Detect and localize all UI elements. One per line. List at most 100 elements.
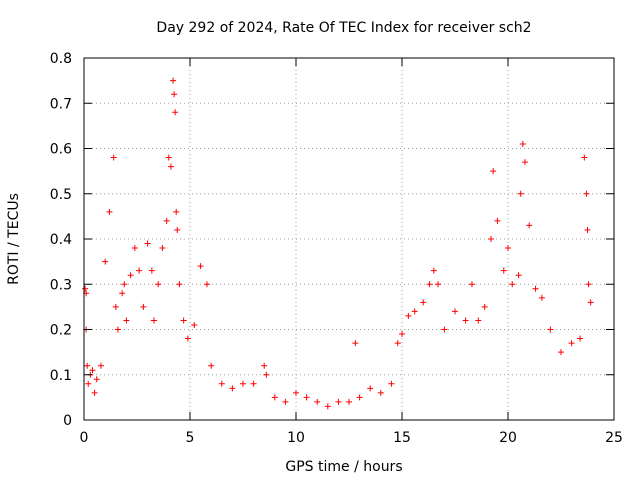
data-point <box>430 267 437 274</box>
y-axis-label: ROTI / TECUs <box>6 193 22 285</box>
data-point <box>261 362 268 369</box>
data-point <box>356 394 363 401</box>
data-point <box>208 362 215 369</box>
data-point <box>171 91 178 98</box>
data-point <box>144 240 151 247</box>
data-point <box>131 245 138 252</box>
data-point <box>106 208 113 215</box>
x-axis-label: GPS time / hours <box>285 459 402 475</box>
data-point <box>82 285 89 292</box>
data-point <box>509 281 516 288</box>
x-tick-label: 10 <box>287 430 305 446</box>
x-tick-label: 20 <box>499 430 517 446</box>
data-point <box>558 349 564 356</box>
data-point <box>521 159 528 166</box>
data-point <box>335 398 342 405</box>
data-point <box>462 317 469 324</box>
data-point <box>121 281 128 288</box>
data-point <box>136 267 143 274</box>
data-point <box>148 267 155 274</box>
data-point <box>191 321 198 328</box>
data-point <box>97 362 104 369</box>
data-point <box>399 331 405 338</box>
data-point <box>155 281 162 288</box>
data-point <box>102 258 109 265</box>
data-point <box>314 398 321 405</box>
data-point <box>585 281 592 288</box>
data-point <box>577 335 584 342</box>
data-point <box>352 340 359 347</box>
data-point <box>127 272 134 279</box>
data-point <box>452 308 458 315</box>
data-point <box>538 294 545 301</box>
data-point <box>346 398 352 405</box>
data-point <box>93 376 100 383</box>
data-point <box>250 380 257 387</box>
y-tick-label: 0.5 <box>50 187 72 203</box>
data-point <box>568 340 575 347</box>
data-point <box>505 245 511 252</box>
data-point <box>494 217 501 224</box>
x-tick-labels: 0 5 10 15 20 25 <box>80 430 623 446</box>
data-point <box>170 77 177 84</box>
data-point <box>426 281 433 288</box>
data-point <box>517 190 524 197</box>
data-point <box>388 380 395 387</box>
data-point <box>165 154 172 161</box>
data-point <box>282 398 289 405</box>
data-point <box>119 290 126 297</box>
x-tick-label: 15 <box>393 430 411 446</box>
data-point <box>532 285 539 292</box>
x-tick-label: 25 <box>605 430 623 446</box>
data-point <box>218 380 225 387</box>
grid <box>84 58 614 420</box>
data-point <box>584 226 591 233</box>
data-point <box>394 340 401 347</box>
x-tick-label: 5 <box>186 430 195 446</box>
data-point <box>159 245 166 252</box>
data-point <box>263 371 270 378</box>
data-point <box>420 299 427 306</box>
data-point <box>123 317 130 324</box>
chart-title: Day 292 of 2024, Rate Of TEC Index for r… <box>156 20 531 36</box>
data-point <box>435 281 442 288</box>
data-point <box>519 140 526 147</box>
data-point <box>303 394 310 401</box>
data-point <box>163 217 170 224</box>
data-point <box>176 281 183 288</box>
y-tick-label: 0.8 <box>50 51 72 67</box>
y-tick-label: 0.4 <box>50 232 72 248</box>
data-point <box>173 208 180 215</box>
data-point <box>240 380 246 387</box>
data-point <box>91 389 98 396</box>
data-point <box>377 389 384 396</box>
data-point <box>581 154 588 161</box>
data-point <box>197 263 204 270</box>
data-point <box>367 385 374 392</box>
data-point <box>150 317 157 324</box>
data-point <box>271 394 278 401</box>
y-tick-label: 0.6 <box>50 142 72 158</box>
data-point <box>84 362 91 369</box>
data-point <box>481 303 488 310</box>
y-tick-label: 0 <box>63 413 72 429</box>
data-point <box>293 389 299 396</box>
data-point <box>85 380 92 387</box>
data-point <box>441 326 448 333</box>
data-point <box>515 272 522 279</box>
axis-ticks <box>83 57 615 421</box>
data-point <box>547 326 554 333</box>
data-point <box>180 317 187 324</box>
data-point <box>583 190 590 197</box>
y-tick-label: 0.2 <box>50 323 72 339</box>
data-point <box>475 317 482 324</box>
data-point <box>174 226 181 233</box>
data-point <box>184 335 191 342</box>
data-point <box>140 303 147 310</box>
data-point <box>468 281 475 288</box>
data-point <box>587 299 594 306</box>
data-point <box>89 367 96 374</box>
data-point <box>324 403 331 410</box>
data-point <box>490 168 497 175</box>
